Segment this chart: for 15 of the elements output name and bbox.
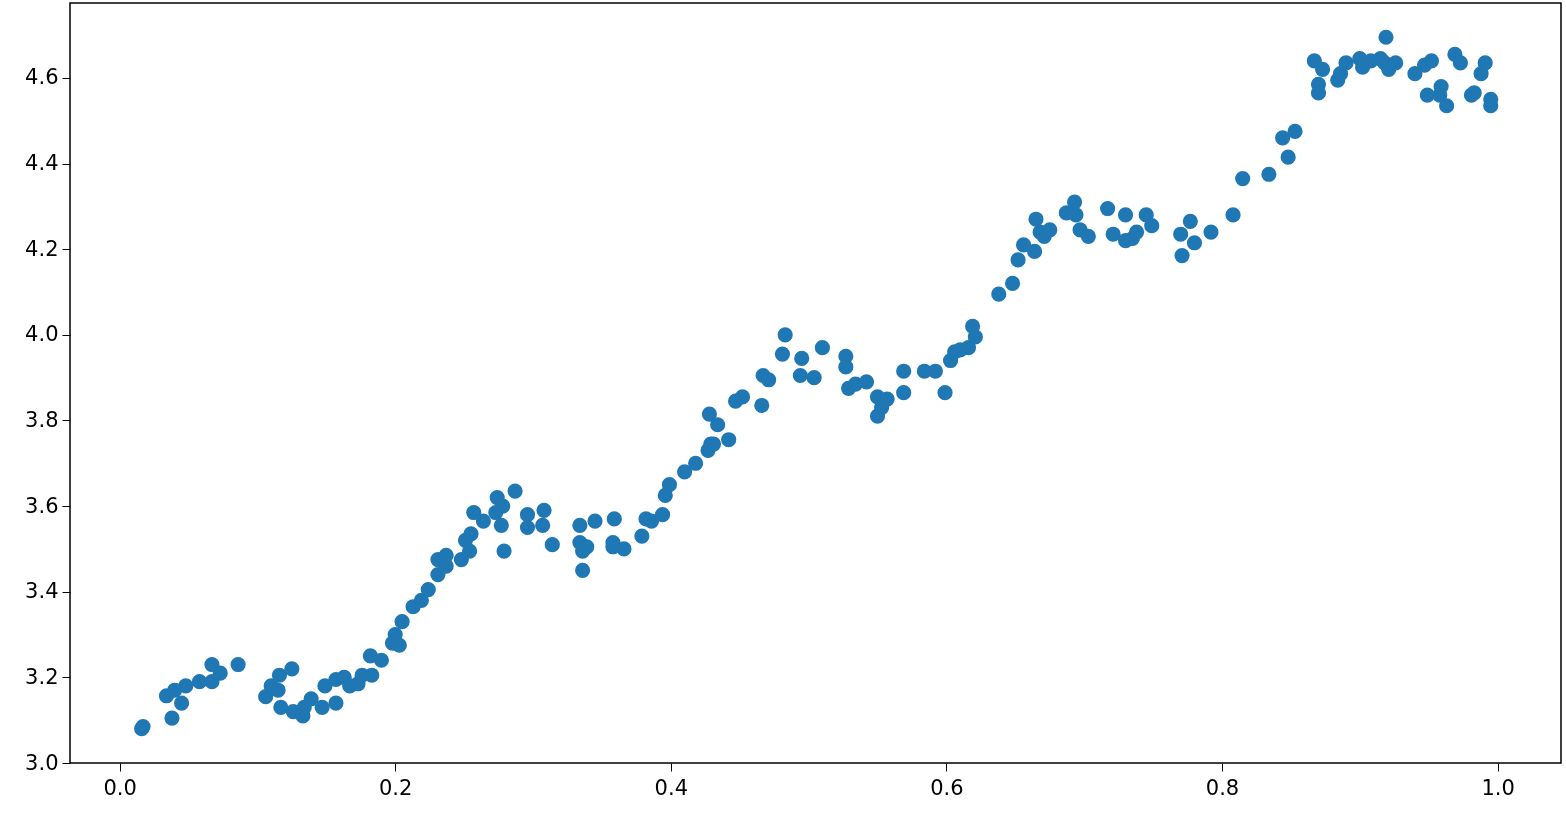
x-tick-label: 0.8 [1205, 775, 1240, 800]
x-tick-label: 0.2 [379, 775, 413, 800]
y-tick-label: 4.4 [25, 151, 59, 176]
x-tick-label: 0.6 [930, 775, 964, 800]
x-tick-label: 1.0 [1481, 775, 1515, 800]
x-tick-label: 0.0 [103, 775, 137, 800]
y-tick-label: 4.6 [25, 65, 59, 90]
y-tick-label: 4.2 [25, 236, 59, 261]
y-tick-label: 3.0 [25, 750, 59, 775]
x-tick-label: 0.4 [654, 775, 689, 800]
y-tick-label: 3.4 [25, 579, 59, 604]
y-tick-label: 4.0 [25, 322, 59, 347]
y-tick-label: 3.2 [25, 664, 59, 689]
y-tick-label: 3.6 [25, 493, 59, 518]
y-tick-label: 3.8 [25, 407, 59, 432]
